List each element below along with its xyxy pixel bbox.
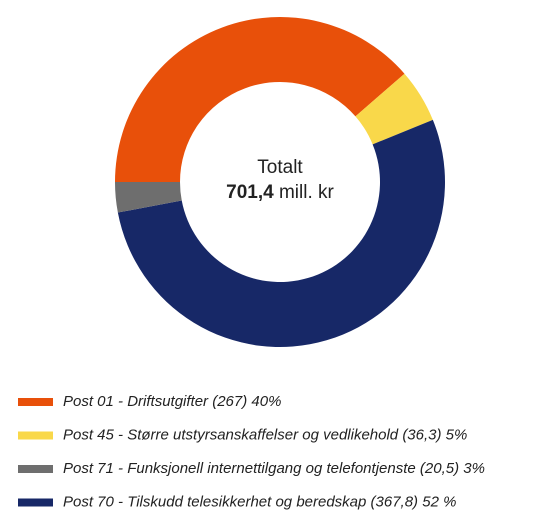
donut-segment	[115, 182, 182, 213]
legend-label: Post 70 - Tilskudd telesikkerhet og bere…	[63, 493, 456, 510]
center-total: 701,4 mill. kr	[226, 182, 334, 203]
legend-label: Post 45 - Større utstyrsanskaffelser og …	[63, 426, 467, 443]
center-unit: mill. kr	[279, 182, 335, 203]
center-title: Totalt	[257, 157, 303, 178]
legend-label: Post 01 - Driftsutgifter (267) 40%	[63, 393, 281, 410]
donut-segment	[355, 73, 433, 145]
legend-swatch	[18, 398, 53, 406]
legend-swatch	[18, 465, 53, 473]
donut-segment	[115, 17, 405, 182]
legend-label: Post 71 - Funksjonell internettilgang og…	[63, 460, 485, 477]
center-value: 701,4	[226, 182, 274, 203]
legend-swatch	[18, 431, 53, 440]
legend-swatch	[18, 498, 53, 507]
donut-segment	[117, 119, 445, 347]
